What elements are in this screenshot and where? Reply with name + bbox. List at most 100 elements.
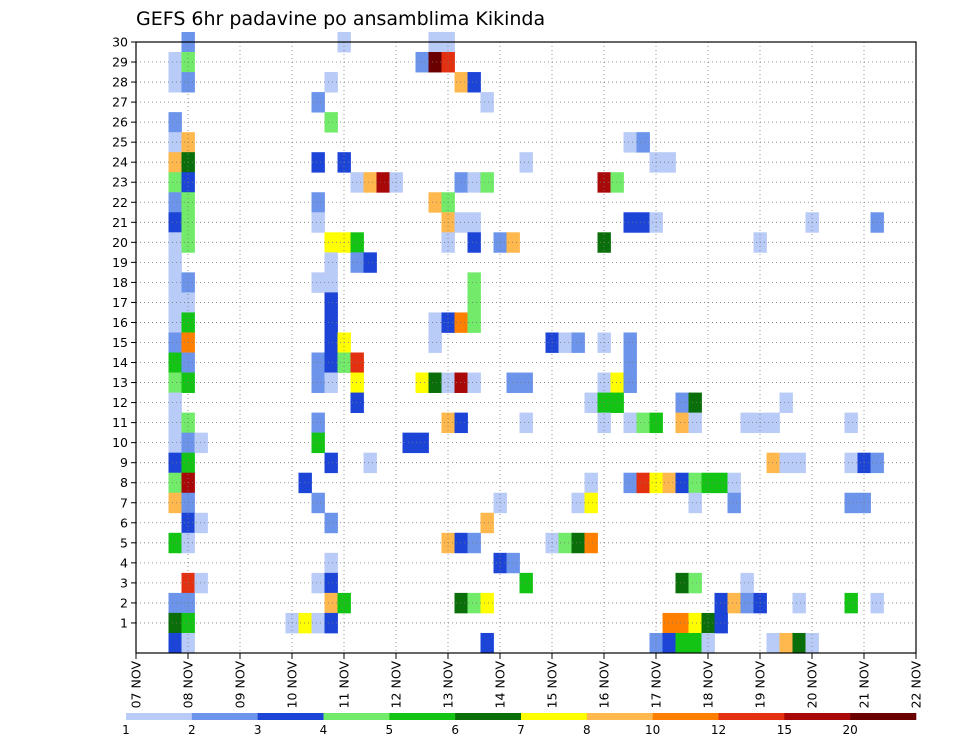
colorbar-label: 8 (583, 723, 591, 737)
precip-cell (415, 372, 429, 393)
x-tick-label: 17 NOV (649, 661, 664, 709)
precip-cell (168, 292, 182, 313)
precip-cell (714, 472, 728, 494)
precip-cell (779, 392, 793, 414)
precip-cell (168, 392, 182, 414)
precip-cell (168, 432, 182, 454)
precip-cell (688, 572, 702, 594)
y-tick-label: 2 (120, 595, 128, 610)
precip-cell (519, 372, 533, 393)
precip-cell (727, 472, 741, 494)
precip-cell (298, 472, 312, 494)
precip-cell (649, 632, 663, 654)
precip-cell (194, 512, 208, 534)
y-tick-label: 13 (112, 375, 128, 390)
precip-cell (610, 392, 624, 414)
y-tick-label: 21 (112, 215, 128, 230)
precip-cell (311, 572, 325, 594)
y-tick-label: 11 (112, 415, 128, 430)
precip-cell (428, 192, 442, 213)
precip-cell (467, 372, 481, 393)
precip-cell (584, 472, 598, 494)
precip-cell (168, 132, 182, 153)
y-tick-label: 27 (112, 95, 128, 110)
precip-cell (363, 452, 377, 474)
precip-cell (454, 172, 468, 193)
y-tick-label: 18 (112, 275, 128, 290)
precip-cell (363, 172, 377, 193)
precip-cell (454, 412, 468, 434)
precip-cell (636, 472, 650, 494)
precip-cell (519, 572, 533, 594)
precip-cell (454, 592, 468, 614)
precip-cell (467, 172, 481, 193)
colorbar-swatch (126, 713, 193, 720)
precip-cell (168, 232, 182, 253)
precip-cell (168, 592, 182, 614)
precip-cell (350, 232, 364, 253)
precip-cell (324, 252, 338, 273)
precip-cell (324, 332, 338, 353)
precip-cell (623, 412, 637, 434)
precip-cell (168, 372, 182, 393)
precip-cell (324, 232, 338, 253)
precip-cell (480, 172, 494, 193)
precip-cell (506, 372, 520, 393)
precip-cell (324, 452, 338, 474)
precip-cell (168, 452, 182, 474)
precip-cell (792, 632, 806, 654)
precip-cell (194, 572, 208, 594)
precip-cell (454, 72, 468, 93)
y-tick-label: 29 (112, 55, 128, 70)
precip-cell (454, 212, 468, 233)
y-tick-label: 23 (112, 175, 128, 190)
precip-cell (870, 452, 884, 474)
precip-cell (870, 212, 884, 233)
colorbar: 1 2 3 4 5 6 7 8 10 12 15 20 (122, 713, 917, 737)
precip-cell (571, 532, 585, 554)
precip-cell (519, 412, 533, 434)
x-tick-label: 08 NOV (181, 661, 196, 709)
colorbar-label: 2 (188, 723, 196, 737)
precip-cell (675, 392, 689, 414)
precip-cell (324, 592, 338, 614)
precip-cell (636, 412, 650, 434)
precip-cell (675, 632, 689, 654)
precip-cell (311, 212, 325, 233)
colorbar-label: 4 (320, 723, 328, 737)
colorbar-swatch (257, 713, 324, 720)
colorbar-swatch (784, 713, 851, 720)
precip-cell (324, 512, 338, 534)
precip-cell (168, 152, 182, 173)
colorbar-swatch (652, 713, 719, 720)
colorbar-swatch (586, 713, 653, 720)
data-cells (168, 31, 884, 654)
precip-cell (311, 152, 325, 173)
precip-cell (454, 532, 468, 554)
precip-cell (311, 192, 325, 213)
precip-cell (311, 492, 325, 514)
y-tick-label: 5 (120, 535, 128, 550)
precip-cell (324, 372, 338, 393)
precip-cell (688, 392, 702, 414)
precip-cell (740, 592, 754, 614)
precip-cell (324, 112, 338, 133)
precip-cell (415, 432, 429, 454)
y-tick-label: 19 (112, 255, 128, 270)
plot-frame (135, 41, 917, 654)
x-tick-label: 11 NOV (337, 661, 352, 709)
y-tick-label: 16 (112, 315, 128, 330)
colorbar-swatch (521, 713, 588, 720)
precip-cell (428, 372, 442, 393)
y-tick-label: 14 (112, 355, 128, 370)
precip-cell (779, 452, 793, 474)
precip-cell (662, 612, 676, 634)
colorbar-label: 5 (386, 723, 394, 737)
precip-cell (168, 112, 182, 133)
precip-cell (623, 132, 637, 153)
colorbar-label: 1 (122, 723, 130, 737)
precip-cell (168, 212, 182, 233)
precip-cell (311, 432, 325, 454)
precip-cell (467, 272, 481, 293)
precip-cell (636, 132, 650, 153)
